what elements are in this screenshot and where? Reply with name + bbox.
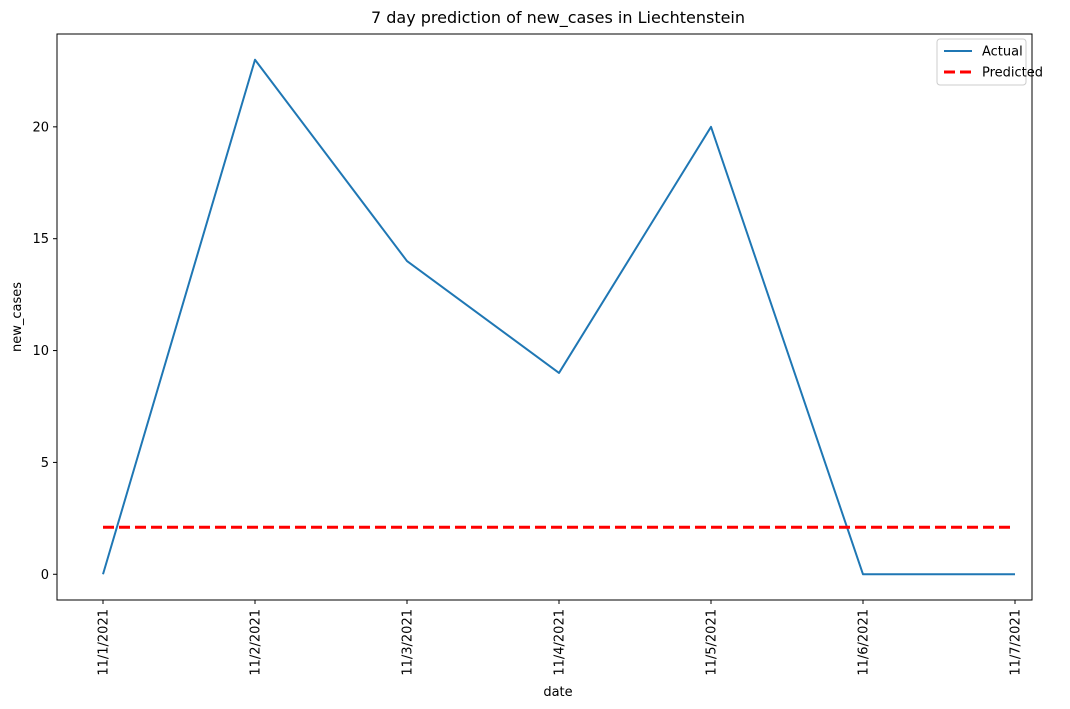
x-tick-label: 11/1/2021 — [97, 609, 112, 676]
series-layer — [102, 58, 1016, 576]
x-tick-label: 11/3/2021 — [401, 609, 416, 676]
y-tick-label: 0 — [41, 568, 49, 583]
x-tick-label: 11/7/2021 — [1009, 609, 1024, 676]
y-tick-label: 20 — [32, 120, 49, 135]
x-axis: 11/1/2021 11/2/2021 11/3/2021 11/4/2021 11/5… — [97, 600, 1024, 676]
x-tick-label: 11/2/2021 — [249, 609, 264, 676]
y-tick-label: 15 — [32, 232, 49, 247]
x-axis-label: date — [543, 685, 572, 700]
x-tick-label: 11/6/2021 — [857, 609, 872, 676]
legend-label-predicted: Predicted — [982, 66, 1043, 81]
y-axis-label: new_cases — [10, 282, 25, 352]
x-tick-label: 11/5/2021 — [705, 609, 720, 676]
x-tick-label: 11/4/2021 — [553, 609, 568, 676]
legend: Actual Predicted — [936, 38, 1043, 86]
plot-area — [56, 33, 1033, 601]
chart-title: 7 day prediction of new_cases in Liechte… — [371, 8, 745, 28]
legend-label-actual: Actual — [982, 45, 1023, 60]
y-tick-label: 10 — [32, 344, 49, 359]
y-axis: 0 5 10 15 20 — [32, 120, 57, 583]
series-line-actual — [102, 58, 1015, 576]
y-tick-label: 5 — [41, 456, 49, 471]
